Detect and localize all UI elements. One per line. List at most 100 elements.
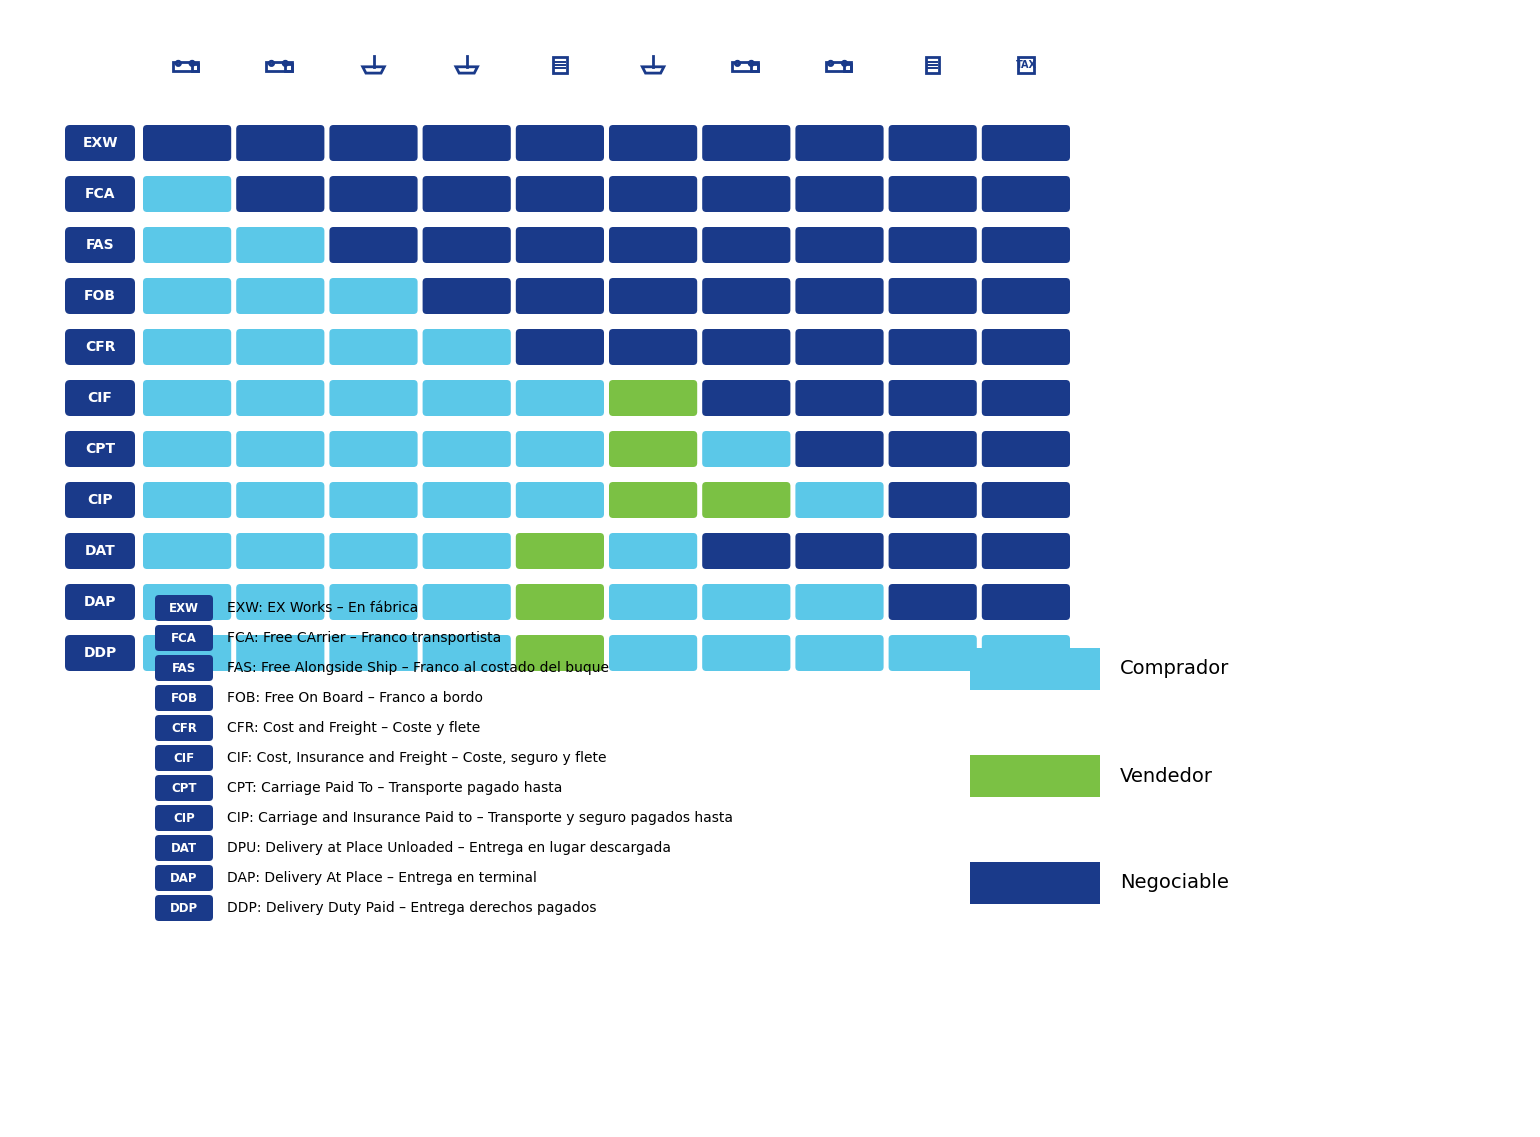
FancyBboxPatch shape [156,775,213,800]
FancyBboxPatch shape [795,125,884,161]
FancyBboxPatch shape [889,176,976,211]
FancyBboxPatch shape [608,125,698,161]
FancyBboxPatch shape [156,655,213,681]
Text: CIP: CIP [88,493,112,507]
FancyBboxPatch shape [516,279,604,314]
FancyBboxPatch shape [983,279,1070,314]
FancyBboxPatch shape [65,482,136,518]
FancyBboxPatch shape [65,634,136,671]
FancyBboxPatch shape [422,482,511,518]
FancyBboxPatch shape [422,431,511,467]
FancyBboxPatch shape [236,584,325,620]
FancyBboxPatch shape [65,125,136,161]
FancyBboxPatch shape [795,584,884,620]
Text: FCA: FCA [171,631,197,645]
FancyBboxPatch shape [65,329,136,365]
Text: DDP: Delivery Duty Paid – Entrega derechos pagados: DDP: Delivery Duty Paid – Entrega derech… [226,901,596,915]
FancyBboxPatch shape [143,125,231,161]
FancyBboxPatch shape [516,482,604,518]
Bar [1018,57,1033,73]
FancyBboxPatch shape [795,279,884,314]
FancyBboxPatch shape [516,329,604,365]
FancyBboxPatch shape [236,227,325,263]
Bar [733,63,758,72]
FancyBboxPatch shape [143,482,231,518]
Text: FCA: Free CArrier – Franco transportista: FCA: Free CArrier – Franco transportista [226,631,500,645]
FancyBboxPatch shape [143,380,231,416]
Text: FCA: FCA [85,186,116,201]
FancyBboxPatch shape [983,634,1070,671]
FancyBboxPatch shape [702,279,790,314]
FancyBboxPatch shape [702,176,790,211]
FancyBboxPatch shape [889,227,976,263]
FancyBboxPatch shape [983,380,1070,416]
Bar [553,57,567,73]
Text: EXW: EXW [82,136,117,150]
Bar [970,648,1100,690]
Text: DDP: DDP [169,902,199,914]
FancyBboxPatch shape [702,431,790,467]
Text: EXW: EX Works – En fábrica: EXW: EX Works – En fábrica [226,601,419,615]
Bar [844,65,850,72]
Text: CFR: CFR [171,722,197,735]
Bar [825,63,850,72]
Text: CFR: Cost and Freight – Coste y flete: CFR: Cost and Freight – Coste y flete [226,721,480,735]
FancyBboxPatch shape [330,482,417,518]
FancyBboxPatch shape [156,684,213,711]
FancyBboxPatch shape [795,380,884,416]
Text: DAP: DAP [83,595,116,609]
FancyBboxPatch shape [422,634,511,671]
Text: CFR: CFR [85,340,116,354]
Text: CIP: CIP [172,812,196,824]
FancyBboxPatch shape [236,431,325,467]
FancyBboxPatch shape [422,329,511,365]
FancyBboxPatch shape [608,279,698,314]
FancyBboxPatch shape [795,176,884,211]
FancyBboxPatch shape [143,634,231,671]
Text: DDP: DDP [83,646,117,659]
FancyBboxPatch shape [516,634,604,671]
FancyBboxPatch shape [889,380,976,416]
FancyBboxPatch shape [702,125,790,161]
FancyBboxPatch shape [236,176,325,211]
FancyBboxPatch shape [795,227,884,263]
FancyBboxPatch shape [983,584,1070,620]
FancyBboxPatch shape [156,745,213,771]
FancyBboxPatch shape [983,482,1070,518]
Text: FOB: Free On Board – Franco a bordo: FOB: Free On Board – Franco a bordo [226,691,484,705]
Text: Vendedor: Vendedor [1120,766,1214,786]
Text: CIF: CIF [88,391,112,405]
FancyBboxPatch shape [330,431,417,467]
FancyBboxPatch shape [889,431,976,467]
FancyBboxPatch shape [702,227,790,263]
FancyBboxPatch shape [156,715,213,741]
FancyBboxPatch shape [889,584,976,620]
FancyBboxPatch shape [422,533,511,568]
FancyBboxPatch shape [983,329,1070,365]
FancyBboxPatch shape [516,176,604,211]
FancyBboxPatch shape [330,584,417,620]
FancyBboxPatch shape [330,329,417,365]
FancyBboxPatch shape [702,584,790,620]
FancyBboxPatch shape [143,329,231,365]
Text: FOB: FOB [85,289,116,302]
FancyBboxPatch shape [983,227,1070,263]
FancyBboxPatch shape [422,380,511,416]
Text: DPU: Delivery at Place Unloaded – Entrega en lugar descargada: DPU: Delivery at Place Unloaded – Entreg… [226,841,671,855]
FancyBboxPatch shape [156,895,213,921]
FancyBboxPatch shape [330,380,417,416]
FancyBboxPatch shape [702,482,790,518]
FancyBboxPatch shape [889,482,976,518]
Text: FAS: Free Alongside Ship – Franco al costado del buque: FAS: Free Alongside Ship – Franco al cos… [226,661,608,675]
FancyBboxPatch shape [608,329,698,365]
Text: TAX: TAX [1015,60,1036,70]
FancyBboxPatch shape [516,431,604,467]
Text: Negociable: Negociable [1120,873,1229,893]
FancyBboxPatch shape [516,380,604,416]
FancyBboxPatch shape [422,176,511,211]
FancyBboxPatch shape [236,329,325,365]
FancyBboxPatch shape [608,533,698,568]
FancyBboxPatch shape [143,584,231,620]
FancyBboxPatch shape [65,227,136,263]
FancyBboxPatch shape [889,125,976,161]
